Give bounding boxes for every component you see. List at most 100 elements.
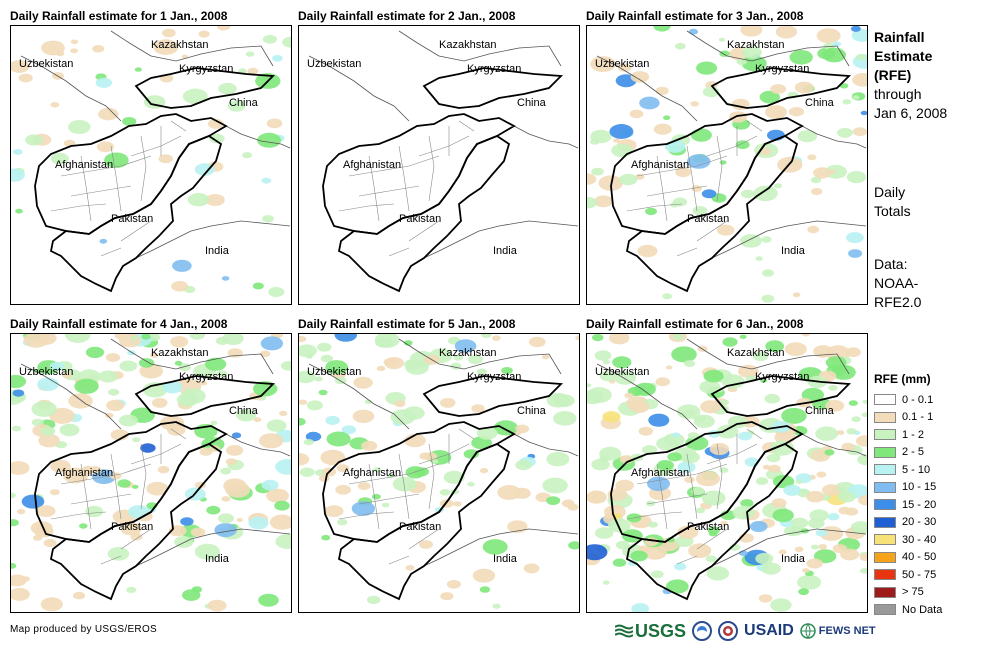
rainfall-patch	[856, 53, 867, 61]
rainfall-patch	[612, 558, 627, 567]
rainfall-patch	[218, 513, 234, 524]
china-border	[801, 125, 867, 149]
province-boundary	[348, 463, 440, 485]
province-boundary	[70, 185, 132, 197]
map-label-afghanistan: Afghanistan	[631, 467, 689, 479]
map-label-kyrgyzstan: Kyrgyzstan	[179, 63, 233, 75]
rainfall-patch	[40, 597, 63, 612]
province-boundary	[140, 135, 147, 202]
rainfall-patch	[629, 400, 650, 413]
rainfall-patch	[801, 334, 810, 337]
legend-swatch	[874, 481, 896, 493]
rainfall-patch	[303, 439, 314, 446]
rainfall-patch	[320, 449, 346, 466]
rainfall-patch	[699, 380, 721, 394]
rainfall-patch	[11, 587, 30, 601]
rainfall-patch	[695, 507, 705, 514]
rainfall-patch	[738, 431, 752, 441]
rainfall-patch	[677, 525, 699, 539]
rainfall-patch	[299, 417, 306, 426]
legend-swatch	[874, 551, 896, 563]
rainfall-patch	[306, 400, 323, 411]
map-label-kazakhstan: Kazakhstan	[151, 347, 208, 359]
rainfall-patch	[376, 365, 386, 372]
rainfall-patch	[199, 447, 213, 456]
rainfall-patch	[675, 167, 691, 178]
rainfall-patch	[609, 124, 634, 139]
legend-label: > 75	[902, 586, 924, 599]
rainfall-patch	[815, 529, 828, 537]
province-boundary	[636, 463, 728, 485]
rainfall-patch	[684, 360, 696, 367]
rainfall-patch	[266, 419, 287, 432]
map-label-afghanistan: Afghanistan	[631, 159, 689, 171]
province-boundary	[120, 528, 152, 550]
rainfall-patch	[613, 138, 621, 143]
rainfall-patch	[850, 521, 867, 534]
rainfall-patch	[390, 409, 416, 425]
rainfall-patch	[845, 347, 861, 358]
kazakhstan-border	[686, 30, 850, 67]
rainfall-patch	[575, 335, 579, 340]
rainfall-patch	[740, 234, 762, 248]
rainfall-patch	[324, 505, 344, 517]
legend-item: 40 - 50	[874, 549, 942, 567]
rainfall-patch	[701, 189, 717, 199]
rainfall-patch	[221, 276, 230, 281]
map-label-kyrgyzstan: Kyrgyzstan	[179, 371, 233, 383]
rainfall-patch	[85, 505, 104, 518]
province-boundary	[110, 145, 122, 212]
rainfall-patch	[615, 540, 630, 550]
map-label-china: China	[229, 405, 259, 417]
rainfall-patch	[96, 141, 114, 153]
province-boundary	[408, 528, 440, 550]
legend-item: 5 - 10	[874, 461, 942, 479]
rainfall-patch	[807, 225, 820, 234]
rainfall-patch	[171, 281, 189, 292]
rainfall-patch	[541, 354, 550, 360]
rainfall-patch	[816, 28, 841, 44]
rainfall-patch	[272, 54, 283, 62]
province-boundary	[636, 155, 728, 177]
rainfall-patch	[645, 207, 657, 216]
rainfall-patch	[607, 488, 628, 501]
globe-icon	[800, 623, 816, 639]
rainfall-patch	[92, 45, 105, 53]
rainfall-patch	[314, 376, 323, 382]
rainfall-patch	[828, 385, 838, 391]
rainfall-patch	[784, 342, 807, 356]
kyrgyzstan-outline	[710, 375, 852, 417]
rainfall-patch	[716, 224, 735, 236]
legend-item: 0 - 0.1	[874, 391, 942, 409]
legend-label: 0.1 - 1	[902, 411, 934, 424]
pakistan-outline	[625, 442, 799, 601]
rainfall-patch	[797, 574, 822, 590]
rainfall-patch	[299, 399, 308, 405]
rainfall-patch	[104, 152, 129, 168]
rainfall-patch	[16, 508, 26, 515]
rainfall-patch	[104, 412, 114, 419]
map-label-china: China	[229, 97, 259, 109]
rainfall-patch	[214, 523, 237, 538]
rainfall-patch	[146, 481, 169, 496]
rainfall-patch	[131, 484, 139, 489]
province-boundary	[408, 220, 440, 242]
rainfall-map-panel: Daily Rainfall estimate for 5 Jan., 2008…	[298, 316, 580, 613]
province-boundary	[706, 443, 758, 465]
rainfall-patch	[709, 442, 730, 456]
rainfall-patch	[542, 477, 568, 494]
rainfall-patch	[858, 495, 867, 506]
legend-item: 50 - 75	[874, 566, 942, 584]
uzbekistan-border	[596, 363, 698, 430]
rainfall-patch	[157, 465, 170, 474]
rainfall-patch	[118, 414, 138, 427]
rainfall-patch	[727, 415, 748, 429]
rainfall-patch	[739, 334, 747, 339]
map-label-afghanistan: Afghanistan	[343, 467, 401, 479]
rainfall-patch	[798, 588, 809, 596]
map-label-pakistan: Pakistan	[111, 521, 153, 533]
rainfall-patch	[839, 83, 849, 89]
map-label-china: China	[805, 97, 835, 109]
rainfall-patch	[95, 77, 113, 88]
legend-label: 10 - 15	[902, 481, 937, 494]
